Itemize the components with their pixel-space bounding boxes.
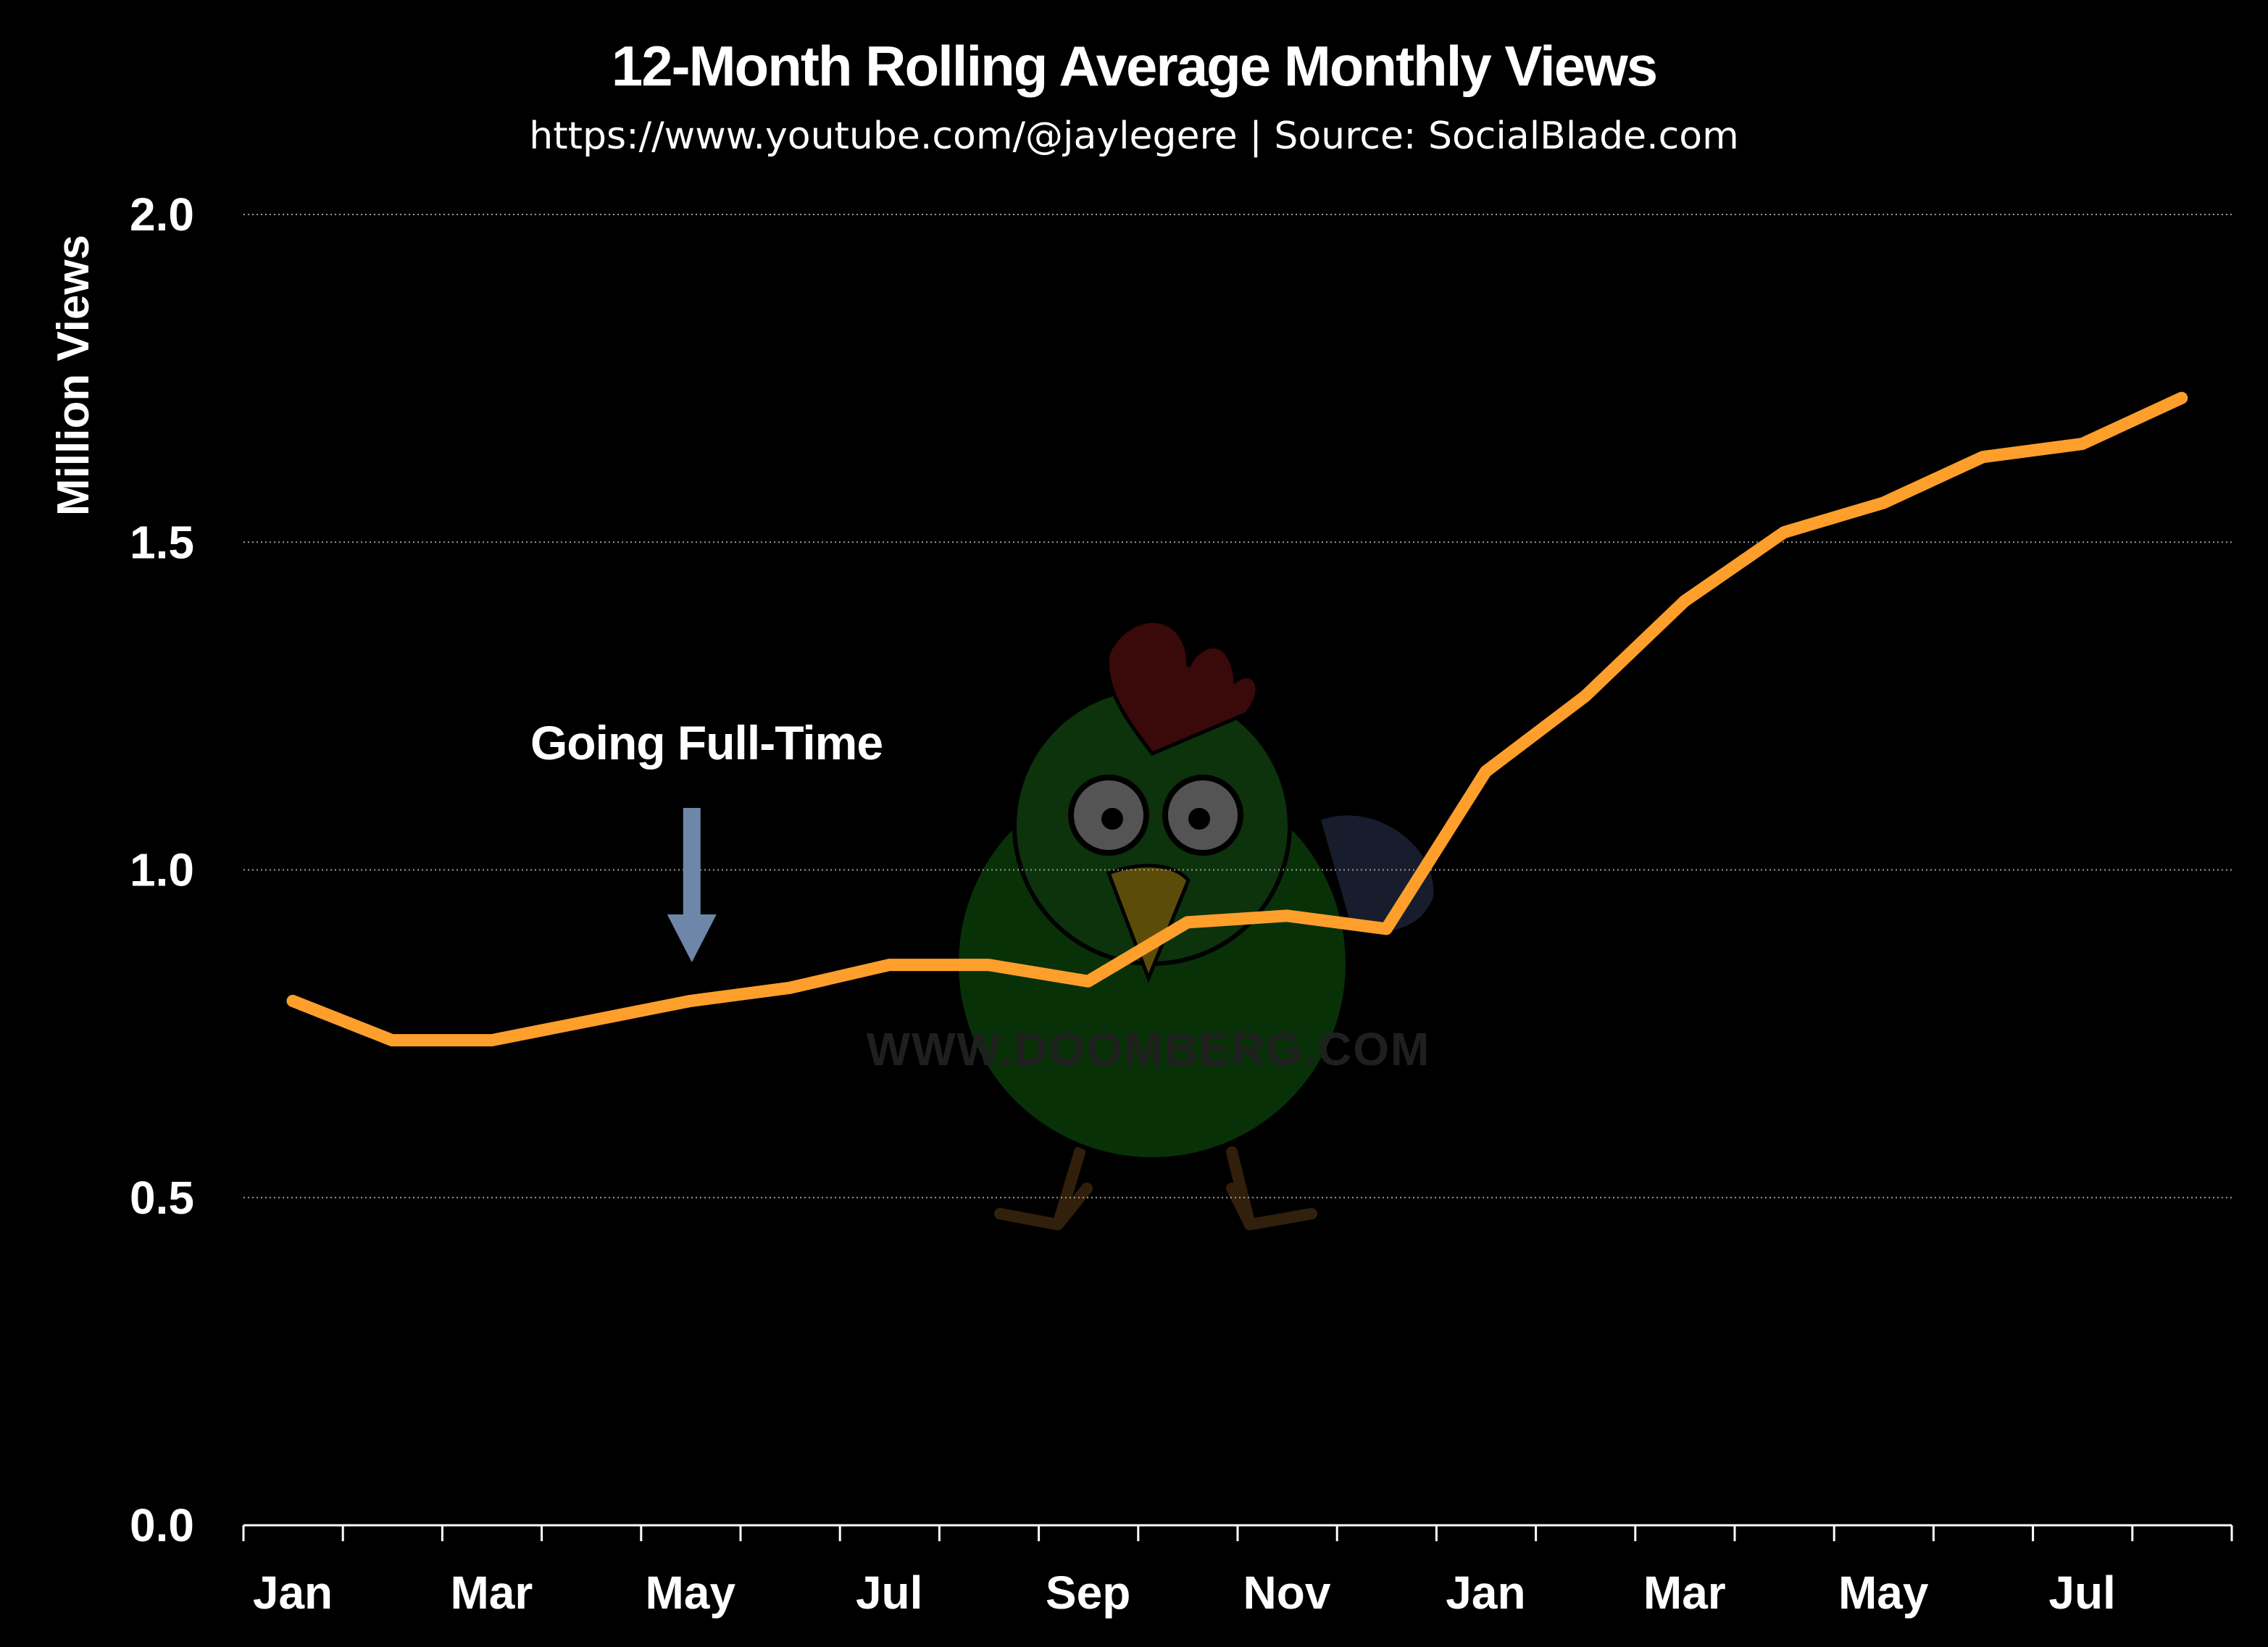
data-point [1683,600,1685,602]
y-tick-labels: 0.0 0.5 1.0 1.5 2.0 [130,188,194,1551]
chart-title: 12-Month Rolling Average Monthly Views [612,34,1656,98]
x-tick-labels: Jan Mar May Jul Sep Nov Jan Mar May Jul [253,1567,2116,1619]
data-point [1485,770,1487,772]
data-point [2081,443,2083,445]
y-tick-label: 2.0 [130,188,194,241]
grid-lines [243,214,2232,1198]
series-layer [286,391,2188,1047]
data-point [1982,456,1984,458]
data-point [1883,501,1885,504]
data-point [1186,921,1188,923]
data-point [1087,980,1089,983]
y-tick-label: 0.5 [130,1172,194,1224]
watermark: WWW.DOOMBERG.COM [867,619,1438,1230]
x-tick-label: May [1838,1567,1929,1619]
y-tick-label: 1.5 [130,516,194,568]
watermark-text: WWW.DOOMBERG.COM [867,1023,1431,1075]
x-tick-label: Jul [2048,1567,2115,1619]
x-tick-label: Jan [253,1567,333,1619]
x-tick-label: Mar [1643,1567,1726,1619]
annotation-arrow [667,808,717,962]
data-point [1584,695,1586,697]
x-tick-label: Mar [450,1567,533,1619]
y-axis-label: Million Views [49,235,99,516]
data-point [590,1020,592,1022]
x-tick-label: Nov [1243,1567,1331,1619]
data-point [491,1039,493,1041]
data-point [888,964,891,966]
chicken-mascot-icon [954,619,1438,1230]
data-point [789,987,791,989]
x-tick-label: May [646,1567,736,1619]
axes [242,1524,2233,1541]
chart-subtitle: https://www.youtube.com/@jaylegere | Sou… [529,114,1738,158]
x-tick-label: Jul [856,1567,922,1619]
x-tick-label: Sep [1046,1567,1130,1619]
y-tick-label: 0.0 [130,1499,194,1551]
data-point [988,964,990,966]
data-point [292,1000,293,1002]
data-point [1286,914,1288,917]
y-tick-label: 1.0 [130,844,194,896]
annotation-label: Going Full-Time [530,716,883,770]
series-line [286,391,2188,1047]
data-point [689,1000,691,1002]
annotations: Going Full-Time [530,716,883,962]
data-point [391,1039,393,1041]
data-point [2180,397,2182,399]
data-point [1783,531,1785,533]
data-point [1385,927,1388,930]
x-tick-label: Jan [1446,1567,1525,1619]
